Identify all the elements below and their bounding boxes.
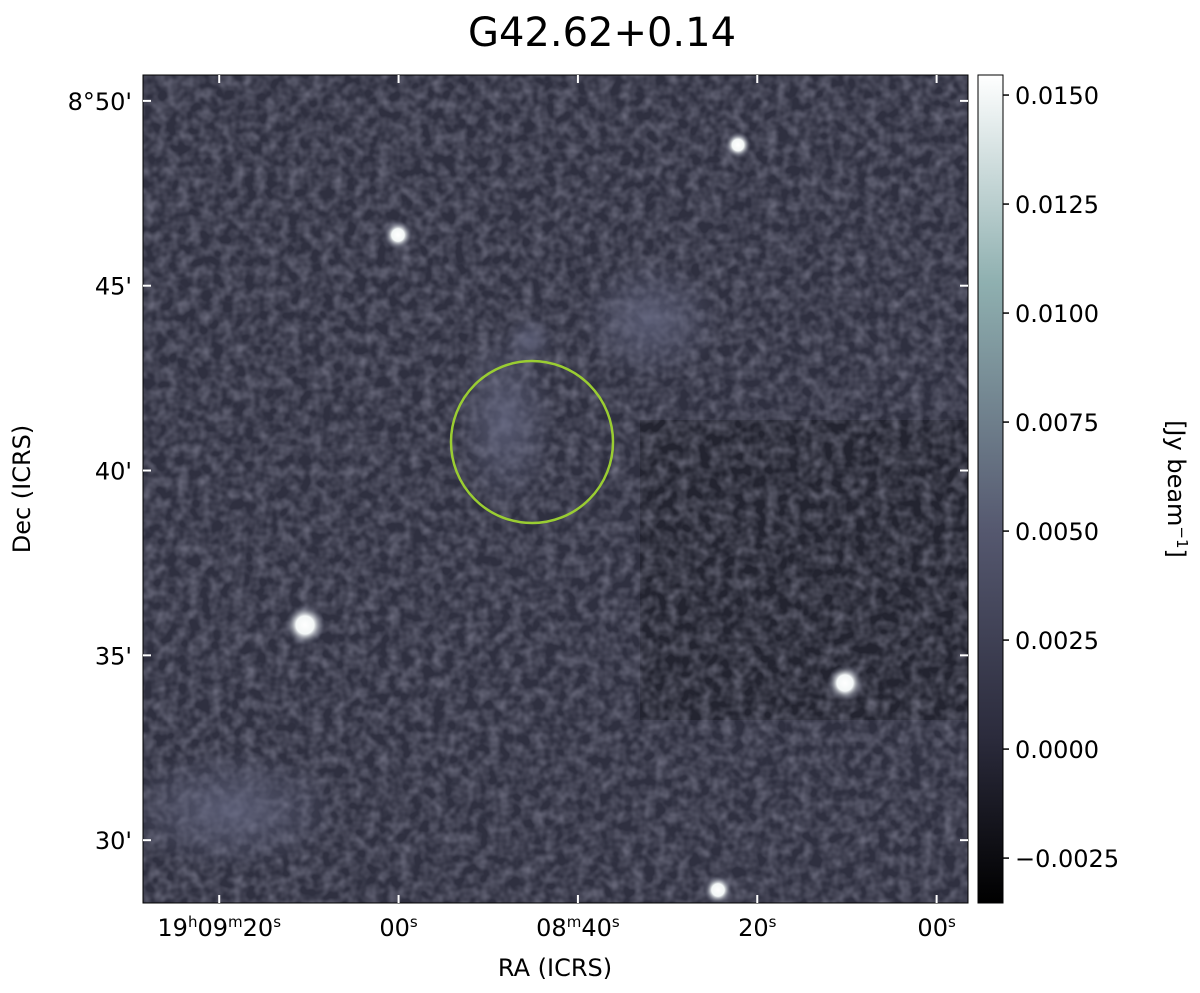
colorbar-tick-label: 0.0025 <box>1015 627 1099 655</box>
label-superscript: s <box>410 913 418 931</box>
colorbar-tick-label: 0.0050 <box>1015 518 1099 546</box>
y-tick-label: 8°50' <box>68 88 132 116</box>
x-tick-label: 00s <box>379 913 418 942</box>
chart-title: G42.62+0.14 <box>468 10 736 56</box>
label-part: 00 <box>917 914 948 942</box>
colorbar-tick-label: 0.0075 <box>1015 409 1099 437</box>
label-superscript: s <box>612 913 620 931</box>
label-superscript: s <box>948 913 956 931</box>
y-tick-label: 45' <box>95 273 132 301</box>
label-part: [Jy beam <box>1162 420 1190 526</box>
colorbar <box>977 74 1004 904</box>
sky-image <box>143 75 968 903</box>
label-superscript: −1 <box>1173 526 1191 548</box>
label-superscript: m <box>567 913 582 931</box>
label-part: 20 <box>243 914 274 942</box>
label-part: 19 <box>157 914 188 942</box>
x-axis-label: RA (ICRS) <box>498 954 612 982</box>
x-tick-label: 08m40s <box>536 913 620 942</box>
label-superscript: m <box>228 913 243 931</box>
y-axis-label: Dec (ICRS) <box>8 425 36 554</box>
colorbar-tick-label: −0.0025 <box>1015 845 1119 873</box>
colorbar-label: [Jy beam−1] <box>1162 420 1191 558</box>
image-frame <box>142 74 969 904</box>
region-circle <box>449 359 615 525</box>
colorbar-tick-label: 0.0000 <box>1015 736 1099 764</box>
x-tick-label: 00s <box>917 913 956 942</box>
label-superscript: h <box>188 913 198 931</box>
label-superscript: s <box>273 913 281 931</box>
colorbar-tick-label: 0.0125 <box>1015 191 1099 219</box>
colorbar-tick-label: 0.0150 <box>1015 82 1099 110</box>
y-tick-label: 35' <box>95 642 132 670</box>
y-tick-label: 30' <box>95 827 132 855</box>
colorbar-tick-label: 0.0100 <box>1015 300 1099 328</box>
label-part: ] <box>1162 549 1190 558</box>
label-part: 40 <box>581 914 612 942</box>
label-part: 00 <box>379 914 410 942</box>
x-tick-label: 19h09m20s <box>157 913 281 942</box>
x-tick-label: 20s <box>738 913 777 942</box>
label-part: 08 <box>536 914 567 942</box>
label-part: 20 <box>738 914 769 942</box>
label-superscript: s <box>769 913 777 931</box>
label-part: 09 <box>197 914 228 942</box>
y-tick-label: 40' <box>95 458 132 486</box>
